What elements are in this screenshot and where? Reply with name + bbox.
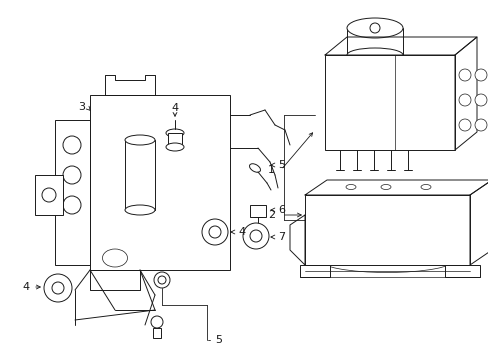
Circle shape [458, 69, 470, 81]
Bar [90, 95, 229, 270]
Circle shape [44, 274, 72, 302]
Circle shape [52, 282, 64, 294]
Ellipse shape [125, 205, 155, 215]
Text: 5: 5 [215, 335, 222, 345]
Circle shape [151, 316, 163, 328]
Bar [305, 195, 469, 265]
Circle shape [458, 119, 470, 131]
Ellipse shape [346, 185, 355, 189]
Circle shape [158, 276, 165, 284]
Ellipse shape [346, 48, 402, 62]
Circle shape [474, 94, 486, 106]
Text: 1: 1 [267, 165, 274, 175]
Circle shape [243, 223, 268, 249]
Ellipse shape [125, 135, 155, 145]
Circle shape [208, 226, 221, 238]
Text: 3: 3 [78, 102, 85, 112]
Circle shape [458, 94, 470, 106]
Ellipse shape [102, 249, 127, 267]
Bar [299, 265, 329, 277]
Bar [55, 120, 90, 265]
Circle shape [474, 119, 486, 131]
Text: 6: 6 [278, 205, 285, 215]
Circle shape [63, 136, 81, 154]
Bar [325, 55, 454, 150]
Ellipse shape [420, 185, 430, 189]
Text: 4: 4 [171, 103, 178, 113]
Text: 4: 4 [23, 282, 30, 292]
Text: 4: 4 [238, 227, 244, 237]
Text: 2: 2 [267, 210, 274, 220]
Bar [168, 133, 182, 147]
Bar [249, 205, 265, 217]
Bar [35, 175, 63, 215]
Circle shape [63, 166, 81, 184]
Circle shape [202, 219, 227, 245]
Circle shape [63, 196, 81, 214]
Ellipse shape [346, 18, 402, 38]
Circle shape [369, 23, 379, 33]
Circle shape [249, 230, 262, 242]
Bar [153, 328, 161, 338]
Ellipse shape [380, 185, 390, 189]
Circle shape [42, 188, 56, 202]
Text: 5: 5 [278, 160, 285, 170]
Ellipse shape [249, 164, 260, 172]
Ellipse shape [165, 129, 183, 137]
Circle shape [154, 272, 170, 288]
Bar [125, 140, 155, 210]
Ellipse shape [165, 143, 183, 151]
Bar [444, 265, 479, 277]
Circle shape [474, 69, 486, 81]
Text: 7: 7 [278, 232, 285, 242]
Circle shape [252, 228, 263, 238]
